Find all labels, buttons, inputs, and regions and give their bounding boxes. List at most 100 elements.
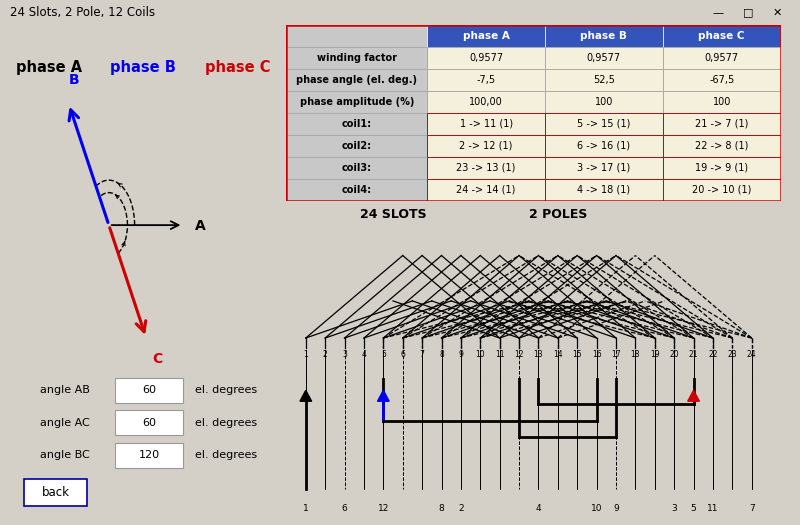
Text: coil2:: coil2: [342,141,372,151]
Bar [662,157,781,178]
Bar [286,157,427,178]
Text: B: B [69,73,79,87]
Text: 60: 60 [142,385,156,395]
Text: 100,00: 100,00 [470,97,503,107]
Text: 60: 60 [142,417,156,427]
Text: 1: 1 [303,504,309,513]
Text: angle AC: angle AC [40,417,90,427]
Text: 11: 11 [495,350,505,360]
Text: 9: 9 [613,504,619,513]
Text: 21: 21 [689,350,698,360]
Text: -7,5: -7,5 [477,75,496,85]
Text: 3: 3 [671,504,677,513]
Bar [427,113,545,135]
Text: phase C: phase C [698,31,745,41]
Text: angle AB: angle AB [40,385,90,395]
Bar [427,135,545,157]
Bar [662,178,781,201]
Text: 20: 20 [670,350,679,360]
Text: back: back [42,486,70,499]
Bar [427,69,545,91]
Text: 1 -> 11 (1): 1 -> 11 (1) [459,119,513,129]
Bar [545,91,662,113]
Text: 22 -> 8 (1): 22 -> 8 (1) [695,141,749,151]
Text: 20 -> 10 (1): 20 -> 10 (1) [692,185,751,195]
Bar [545,69,662,91]
Polygon shape [300,390,312,401]
Text: el. degrees: el. degrees [194,417,257,427]
Text: phase B: phase B [110,60,176,75]
Text: coil3:: coil3: [342,163,372,173]
Bar [545,25,662,47]
Bar [662,91,781,113]
Text: 4: 4 [362,350,366,360]
Text: 6: 6 [342,504,347,513]
Bar [427,25,545,47]
Bar [286,47,427,69]
Text: 15: 15 [573,350,582,360]
Text: 2 -> 12 (1): 2 -> 12 (1) [459,141,513,151]
Text: phase amplitude (%): phase amplitude (%) [300,97,414,107]
Text: phase angle (el. deg.): phase angle (el. deg.) [296,75,418,85]
Text: 13: 13 [534,350,543,360]
Text: 8: 8 [439,350,444,360]
Text: 14: 14 [553,350,562,360]
Text: 2: 2 [323,350,327,360]
Text: 22: 22 [708,350,718,360]
Bar [427,47,545,69]
Text: A: A [194,219,206,233]
Bar [114,443,183,468]
Text: -67,5: -67,5 [709,75,734,85]
Text: 100: 100 [594,97,613,107]
Text: 12: 12 [514,350,524,360]
Text: 7: 7 [749,504,754,513]
Bar [114,377,183,403]
Text: 100: 100 [713,97,731,107]
Text: phase A: phase A [16,60,82,75]
Bar [427,157,545,178]
Text: 24: 24 [747,350,757,360]
Text: 5 -> 15 (1): 5 -> 15 (1) [577,119,630,129]
Bar [286,69,427,91]
Text: coil4:: coil4: [342,185,372,195]
Text: 24 -> 14 (1): 24 -> 14 (1) [457,185,516,195]
Bar [545,113,662,135]
Text: winding factor: winding factor [317,53,397,63]
Bar [545,157,662,178]
Text: 21 -> 7 (1): 21 -> 7 (1) [695,119,749,129]
Bar [545,47,662,69]
Bar [24,478,87,506]
Text: 10: 10 [591,504,602,513]
Text: 52,5: 52,5 [593,75,614,85]
Text: angle BC: angle BC [40,450,90,460]
Text: 18: 18 [630,350,640,360]
Text: □: □ [742,7,754,18]
Text: 23 -> 13 (1): 23 -> 13 (1) [457,163,516,173]
Bar [427,178,545,201]
Text: 2 POLES: 2 POLES [529,208,587,221]
Bar [286,25,427,47]
Text: ✕: ✕ [773,7,782,18]
Bar [662,25,781,47]
Bar [427,91,545,113]
Text: 6 -> 16 (1): 6 -> 16 (1) [578,141,630,151]
Text: phase A: phase A [462,31,510,41]
Text: 120: 120 [138,450,159,460]
Bar [114,410,183,435]
Text: 3 -> 17 (1): 3 -> 17 (1) [577,163,630,173]
Text: 11: 11 [707,504,718,513]
Polygon shape [688,390,699,401]
Bar [286,113,427,135]
Text: 16: 16 [592,350,602,360]
Bar [286,91,427,113]
Bar [662,113,781,135]
Bar [662,47,781,69]
Text: 4 -> 18 (1): 4 -> 18 (1) [578,185,630,195]
Text: el. degrees: el. degrees [194,450,257,460]
Text: 19 -> 9 (1): 19 -> 9 (1) [695,163,748,173]
Text: 5: 5 [690,504,697,513]
Text: 3: 3 [342,350,347,360]
Text: 17: 17 [611,350,621,360]
Text: —: — [713,7,724,18]
Text: 0,9577: 0,9577 [705,53,738,63]
